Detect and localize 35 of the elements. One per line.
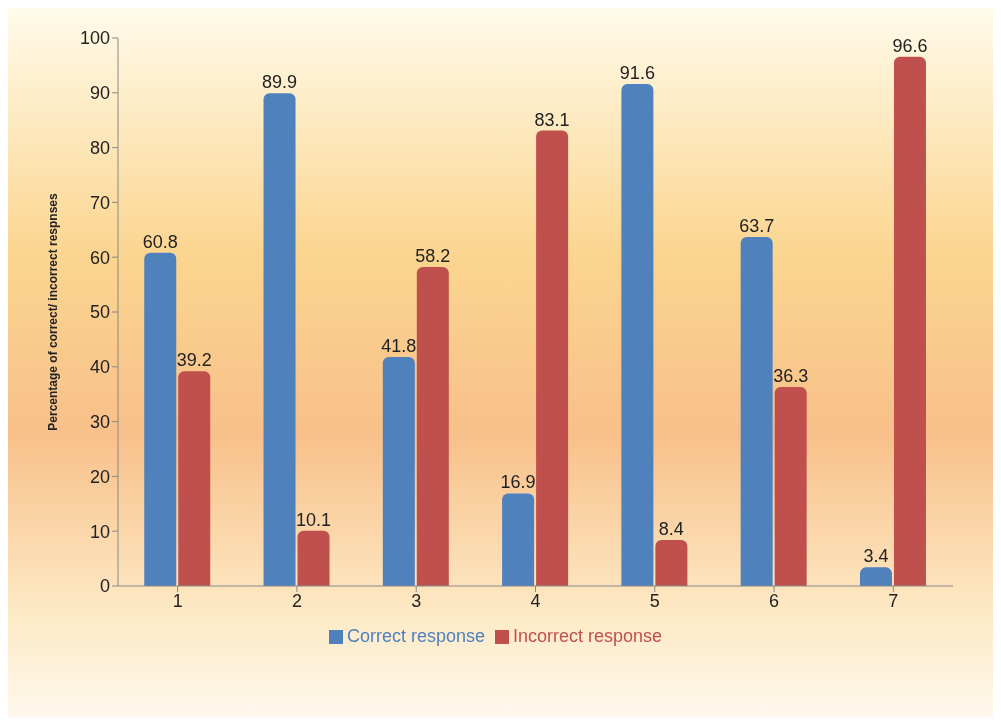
x-tick-label: 3 — [411, 590, 422, 611]
y-tick-label: 20 — [89, 466, 110, 487]
legend-label: Correct response — [346, 626, 485, 646]
y-tick-label: 10 — [89, 521, 110, 542]
data-label: 36.3 — [773, 366, 809, 387]
y-tick-label: 50 — [89, 302, 110, 323]
data-label: 60.8 — [142, 231, 178, 252]
y-tick-label: 90 — [89, 83, 110, 104]
data-label: 3.4 — [863, 546, 889, 567]
x-tick-label: 5 — [649, 590, 660, 611]
y-tick-label: 100 — [79, 28, 110, 49]
data-label: 39.2 — [176, 350, 212, 371]
y-tick-label: 30 — [89, 411, 110, 432]
data-label: 8.4 — [658, 518, 684, 539]
x-tick-label: 2 — [291, 590, 302, 611]
legend-label: Incorrect response — [512, 626, 663, 646]
data-label: 58.2 — [415, 246, 451, 267]
data-label: 96.6 — [892, 35, 928, 56]
x-tick-label: 4 — [530, 590, 541, 611]
y-tick-label: 40 — [89, 357, 110, 378]
y-tick-label: 80 — [89, 137, 110, 158]
data-label: 89.9 — [262, 72, 298, 93]
y-tick-label: 60 — [89, 247, 110, 268]
x-tick-label: 7 — [888, 590, 899, 611]
y-tick-label: 0 — [99, 576, 110, 597]
x-tick-label: 6 — [769, 590, 780, 611]
data-label: 16.9 — [500, 472, 536, 493]
x-tick-label: 1 — [172, 590, 183, 611]
data-label: 41.8 — [381, 335, 417, 356]
y-axis-title: Percentage of correct/ incorrect respnses — [46, 192, 61, 431]
data-label: 63.7 — [739, 215, 775, 236]
data-label: 83.1 — [534, 109, 570, 130]
data-label: 91.6 — [619, 63, 655, 84]
y-tick-label: 70 — [89, 192, 110, 213]
data-label: 10.1 — [296, 509, 332, 530]
